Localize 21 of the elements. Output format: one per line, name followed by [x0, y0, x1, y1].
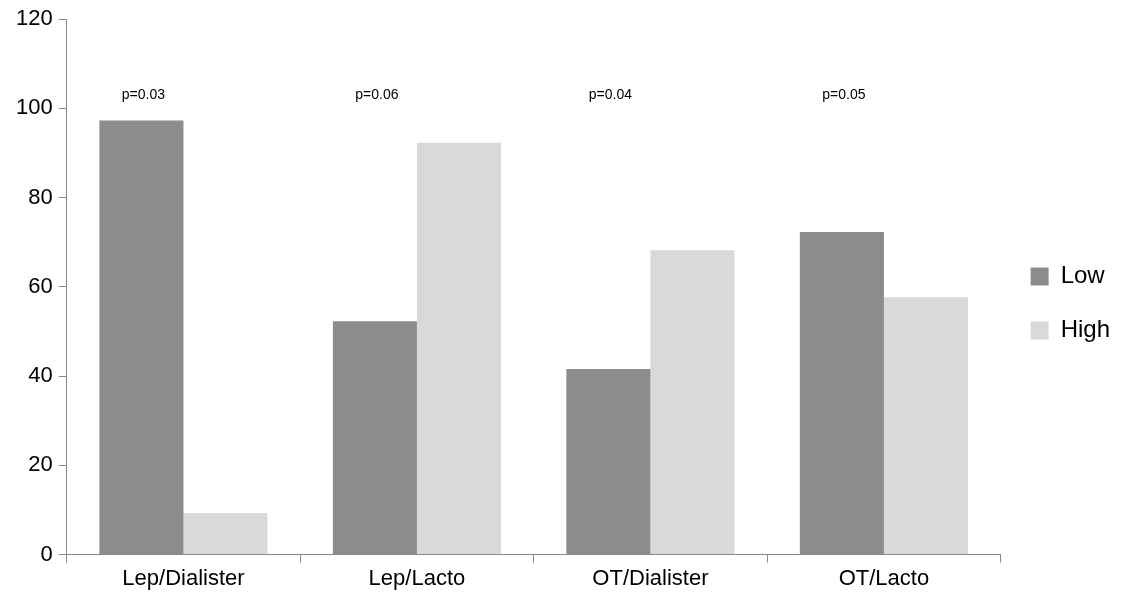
y-tick-label: 120 — [15, 5, 53, 31]
bar — [416, 142, 501, 555]
y-tick-label: 40 — [28, 362, 53, 388]
x-tick-label: OT/Lacto — [838, 564, 930, 590]
y-tick-label: 100 — [15, 94, 53, 120]
x-tick-label: OT/Dialister — [592, 564, 709, 590]
annotation: p=0.04 — [588, 86, 633, 103]
bar — [650, 250, 735, 555]
y-tick-label: 80 — [28, 183, 53, 209]
bar — [883, 297, 968, 555]
x-tick-label: Lep/Dialister — [122, 564, 245, 590]
bar — [183, 513, 268, 555]
x-tick-label: Lep/Lacto — [368, 564, 466, 590]
annotation: p=0.03 — [121, 86, 166, 103]
y-tick-label: 60 — [28, 272, 53, 298]
legend-label: High — [1060, 315, 1110, 343]
y-tick-label: 20 — [28, 451, 53, 477]
y-tick-label: 0 — [40, 540, 53, 566]
annotation: p=0.05 — [822, 86, 866, 103]
annotation: p=0.06 — [355, 86, 399, 103]
legend-label: Low — [1060, 261, 1106, 289]
